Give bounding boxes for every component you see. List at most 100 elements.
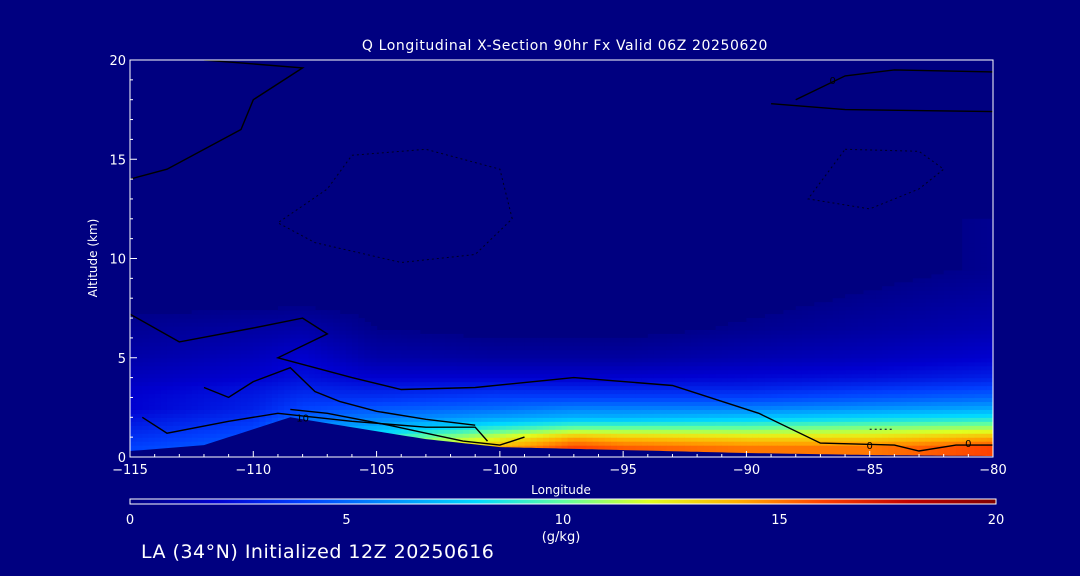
moisture-cell: [814, 425, 821, 430]
moisture-cell: [314, 341, 322, 347]
moisture-cell: [277, 373, 285, 379]
moisture-cell: [894, 294, 902, 299]
moisture-cell: [271, 413, 279, 418]
moisture-cell: [142, 314, 150, 319]
moisture-cell: [721, 333, 729, 339]
moisture-cell: [777, 369, 785, 375]
moisture-cell: [481, 389, 489, 395]
moisture-cell: [789, 421, 797, 426]
moisture-cell: [801, 377, 809, 383]
moisture-cell: [203, 337, 211, 343]
moisture-cell: [616, 433, 624, 438]
moisture-cell: [469, 377, 476, 383]
moisture-cell: [727, 449, 735, 454]
moisture-cell: [253, 413, 261, 418]
moisture-cell: [518, 369, 526, 375]
moisture-cell: [247, 337, 254, 343]
moisture-cell: [937, 377, 945, 383]
moisture-cell: [838, 405, 846, 410]
moisture-cell: [832, 429, 840, 434]
moisture-cell: [290, 306, 298, 311]
moisture-cell: [956, 389, 963, 395]
moisture-cell: [832, 389, 840, 395]
moisture-cell: [764, 397, 772, 403]
moisture-cell: [931, 421, 939, 426]
moisture-cell: [980, 218, 988, 224]
moisture-cell: [413, 393, 421, 399]
moisture-cell: [888, 397, 895, 403]
moisture-cell: [345, 393, 353, 399]
moisture-cell: [820, 365, 828, 371]
moisture-cell: [956, 413, 963, 418]
moisture-cell: [715, 329, 723, 335]
moisture-cell: [432, 381, 439, 387]
moisture-cell: [469, 397, 476, 403]
moisture-cell: [986, 449, 993, 454]
moisture-cell: [740, 341, 748, 347]
moisture-cell: [142, 433, 150, 438]
moisture-cell: [462, 441, 470, 446]
moisture-cell: [567, 421, 575, 426]
moisture-cell: [136, 381, 143, 387]
moisture-cell: [962, 341, 969, 347]
moisture-cell: [296, 393, 304, 399]
moisture-cell: [130, 421, 137, 426]
moisture-cell: [912, 413, 920, 418]
moisture-cell: [130, 333, 137, 339]
moisture-cell: [277, 357, 285, 363]
moisture-cell: [407, 381, 415, 387]
moisture-cell: [388, 381, 396, 387]
moisture-cell: [296, 322, 304, 327]
moisture-cell: [949, 385, 957, 391]
moisture-cell: [888, 302, 895, 307]
moisture-cell: [191, 377, 199, 383]
moisture-cell: [333, 365, 341, 371]
moisture-cell: [210, 397, 217, 403]
moisture-cell: [395, 365, 402, 371]
moisture-cell: [647, 361, 655, 367]
moisture-cell: [653, 421, 661, 426]
moisture-cell: [487, 437, 495, 442]
moisture-cell: [222, 322, 230, 327]
moisture-cell: [937, 369, 945, 375]
moisture-cell: [142, 318, 150, 323]
moisture-cell: [271, 373, 279, 379]
moisture-cell: [432, 401, 439, 406]
moisture-cell: [130, 369, 137, 375]
moisture-cell: [240, 417, 248, 422]
moisture-cell: [943, 290, 951, 295]
moisture-cell: [148, 413, 156, 418]
moisture-cell: [543, 409, 550, 414]
moisture-cell: [943, 278, 951, 283]
moisture-cell: [857, 433, 865, 438]
moisture-cell: [826, 373, 834, 379]
moisture-cell: [703, 341, 711, 347]
moisture-cell: [407, 429, 415, 434]
moisture-cell: [573, 385, 581, 391]
moisture-cell: [191, 353, 199, 359]
moisture-cell: [253, 361, 261, 367]
moisture-cell: [321, 322, 328, 327]
moisture-cell: [555, 361, 563, 367]
moisture-cell: [543, 397, 550, 403]
moisture-cell: [401, 377, 408, 383]
moisture-cell: [530, 445, 538, 450]
moisture-cell: [820, 397, 828, 403]
moisture-cell: [740, 437, 748, 442]
moisture-cell: [906, 337, 914, 343]
moisture-cell: [684, 421, 692, 426]
moisture-cell: [549, 353, 556, 359]
moisture-cell: [179, 369, 187, 375]
moisture-cell: [549, 393, 556, 399]
moisture-cell: [974, 397, 982, 403]
moisture-cell: [906, 329, 914, 335]
moisture-cell: [715, 345, 723, 351]
moisture-cell: [561, 441, 569, 446]
moisture-cell: [197, 409, 205, 414]
moisture-cell: [869, 318, 877, 323]
moisture-cell: [327, 385, 335, 391]
moisture-cell: [752, 381, 760, 387]
moisture-cell: [832, 385, 840, 391]
moisture-cell: [228, 322, 236, 327]
moisture-cell: [210, 425, 217, 430]
